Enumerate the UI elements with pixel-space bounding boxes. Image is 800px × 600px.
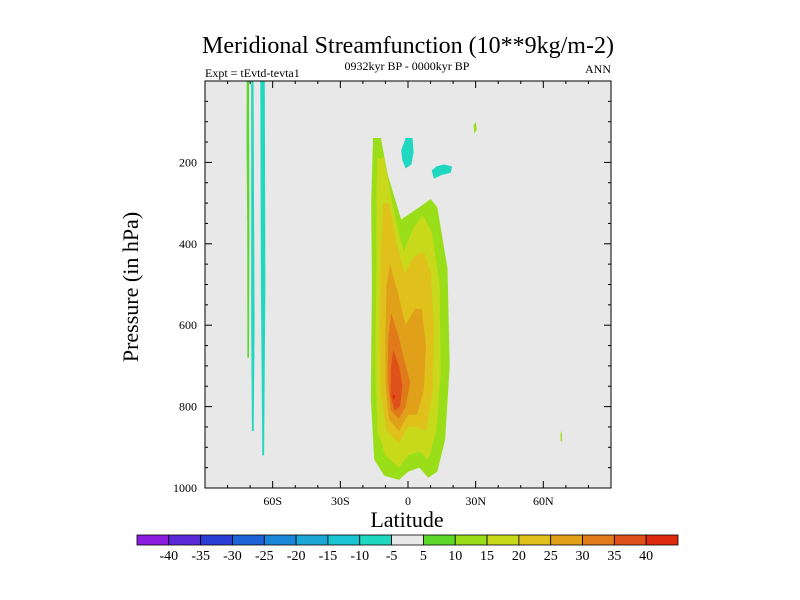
- colorbar-label: -10: [350, 549, 369, 564]
- y-tick-label: 800: [179, 400, 197, 414]
- colorbar-swatch: [296, 535, 328, 545]
- colorbar-label: 35: [607, 549, 621, 564]
- colorbar-swatch: [137, 535, 169, 545]
- x-tick-label: 60N: [533, 494, 554, 508]
- y-tick-label: 600: [179, 318, 197, 332]
- colorbar-swatch: [455, 535, 487, 545]
- streamfunction-figure: Meridional Streamfunction (10**9kg/m-2) …: [0, 0, 800, 600]
- colorbar-label: 10: [448, 549, 462, 564]
- y-tick-label: 400: [179, 237, 197, 251]
- colorbar-label: -40: [159, 549, 178, 564]
- colorbar-swatch: [551, 535, 583, 545]
- colorbar-label: 30: [576, 549, 590, 564]
- colorbar-swatch: [232, 535, 264, 545]
- colorbar-label: 40: [639, 549, 653, 564]
- y-axis-label: Pressure (in hPa): [118, 212, 143, 362]
- colorbar-swatch: [583, 535, 615, 545]
- colorbar-label: -15: [319, 549, 338, 564]
- colorbar-label: -20: [287, 549, 306, 564]
- colorbar-swatch: [423, 535, 455, 545]
- colorbar-swatch: [392, 535, 424, 545]
- colorbar-swatch: [614, 535, 646, 545]
- colorbar: -40 -35 -30 -25 -20 -15 -10 -5 5 10 15 20 25 30 35 40: [137, 535, 678, 564]
- colorbar-swatch: [169, 535, 201, 545]
- experiment-label: Expt = tEvtd-tevta1: [205, 66, 300, 80]
- x-tick-label: 60S: [263, 494, 282, 508]
- colorbar-label: -5: [386, 549, 398, 564]
- chart-title: Meridional Streamfunction (10**9kg/m-2): [202, 33, 614, 59]
- colorbar-label: 5: [420, 549, 427, 564]
- colorbar-label: -25: [255, 549, 274, 564]
- colorbar-label: -35: [191, 549, 210, 564]
- colorbar-swatch: [328, 535, 360, 545]
- x-axis-label: Latitude: [370, 507, 443, 532]
- period-label: 0932kyr BP - 0000kyr BP: [345, 59, 470, 73]
- colorbar-swatch: [360, 535, 392, 545]
- season-label: ANN: [585, 62, 611, 76]
- y-tick-label: 1000: [173, 481, 197, 495]
- colorbar-label: 25: [544, 549, 558, 564]
- colorbar-swatch: [487, 535, 519, 545]
- y-tick-label: 200: [179, 155, 197, 169]
- colorbar-swatch: [646, 535, 678, 545]
- x-tick-label: 30N: [465, 494, 486, 508]
- x-tick-label: 0: [405, 494, 411, 508]
- x-tick-label: 30S: [331, 494, 350, 508]
- colorbar-label: 15: [480, 549, 494, 564]
- colorbar-swatch: [201, 535, 233, 545]
- colorbar-swatch: [519, 535, 551, 545]
- colorbar-swatch: [264, 535, 296, 545]
- colorbar-label: -30: [223, 549, 242, 564]
- colorbar-label: 20: [512, 549, 526, 564]
